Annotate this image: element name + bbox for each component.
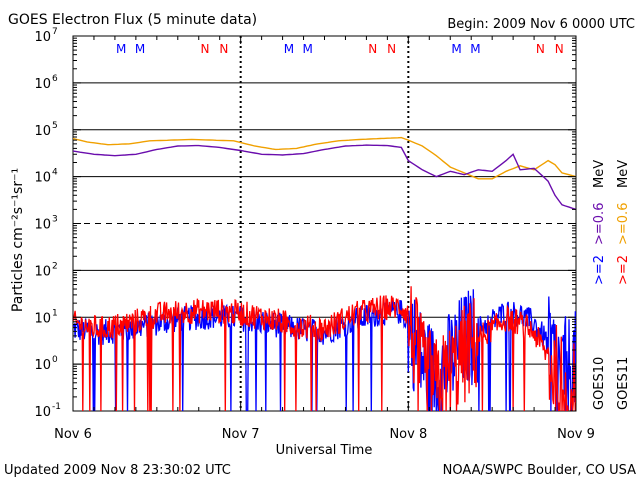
marker-noon: N — [368, 42, 377, 56]
y-tick-label: 10 — [34, 171, 51, 186]
marker-midnight: M — [303, 42, 313, 56]
updated-timestamp: Updated 2009 Nov 8 23:30:02 UTC — [4, 463, 231, 478]
marker-noon: N — [536, 42, 545, 56]
y-tick-exponent: 2 — [52, 261, 58, 271]
x-tick-label: Nov 7 — [222, 427, 260, 442]
y-tick-exponent: 4 — [52, 168, 58, 178]
grid-lines — [73, 82, 576, 365]
chart-title: GOES Electron Flux (5 minute data) — [8, 12, 257, 28]
y-axis-label: Particles cm⁻²s⁻¹sr⁻¹ — [10, 168, 26, 312]
marker-noon: N — [201, 42, 210, 56]
legend-unit: MeV — [592, 160, 607, 188]
data-source: NOAA/SWPC Boulder, CO USA — [443, 463, 636, 478]
marker-midnight: M — [470, 42, 480, 56]
x-axis-ticks: Nov 6 Nov 7 Nov 8 Nov 9 — [54, 36, 595, 442]
y-tick-exponent: 7 — [52, 27, 58, 37]
legend-low: >=0.6 — [592, 203, 607, 245]
legend-satellite: GOES10 — [592, 357, 607, 410]
y-tick-label: 10 — [34, 311, 51, 326]
y-tick-label: 10 — [34, 30, 51, 45]
y-tick-exponent: 6 — [52, 74, 58, 84]
marker-midnight: M — [451, 42, 461, 56]
marker-midnight: M — [284, 42, 294, 56]
legend: GOES10 >=2 >=0.6 MeV GOES11 >=2 >=0.6 MeV — [592, 160, 631, 410]
series-line-goes11-high — [73, 286, 576, 411]
begin-time-label: Begin: 2009 Nov 6 0000 UTC — [447, 17, 635, 32]
legend-high: >=2 — [592, 255, 607, 285]
marker-noon: N — [387, 42, 396, 56]
marker-midnight: M — [116, 42, 126, 56]
y-tick-exponent: -1 — [52, 402, 61, 412]
y-tick-exponent: 3 — [52, 215, 58, 225]
y-tick-label: 10 — [34, 218, 51, 233]
y-tick-exponent: 0 — [52, 355, 58, 365]
legend-unit: MeV — [616, 160, 631, 188]
legend-entry: GOES10 >=2 >=0.6 MeV — [592, 160, 607, 410]
y-tick-label: 10 — [34, 124, 51, 139]
legend-entry: GOES11 >=2 >=0.6 MeV — [616, 160, 631, 410]
marker-midnight: M — [135, 42, 145, 56]
y-tick-label: 10 — [34, 405, 51, 420]
y-tick-label: 10 — [34, 264, 51, 279]
series-line-goes11-low — [73, 136, 576, 180]
y-tick-exponent: 1 — [52, 308, 58, 318]
legend-low: >=0.6 — [616, 203, 631, 245]
series-layer — [73, 136, 576, 411]
series-line-goes10-high — [73, 289, 576, 411]
y-tick-label: 10 — [34, 77, 51, 92]
x-tick-label: Nov 9 — [557, 427, 595, 442]
series-line-goes10-low — [73, 144, 576, 211]
x-tick-label: Nov 6 — [54, 427, 92, 442]
y-tick-exponent: 5 — [52, 121, 58, 131]
marker-noon: N — [219, 42, 228, 56]
x-axis-label: Universal Time — [276, 443, 373, 458]
legend-satellite: GOES11 — [616, 357, 631, 410]
x-tick-label: Nov 8 — [389, 427, 427, 442]
legend-high: >=2 — [616, 255, 631, 285]
y-tick-label: 10 — [34, 358, 51, 373]
marker-noon: N — [555, 42, 564, 56]
